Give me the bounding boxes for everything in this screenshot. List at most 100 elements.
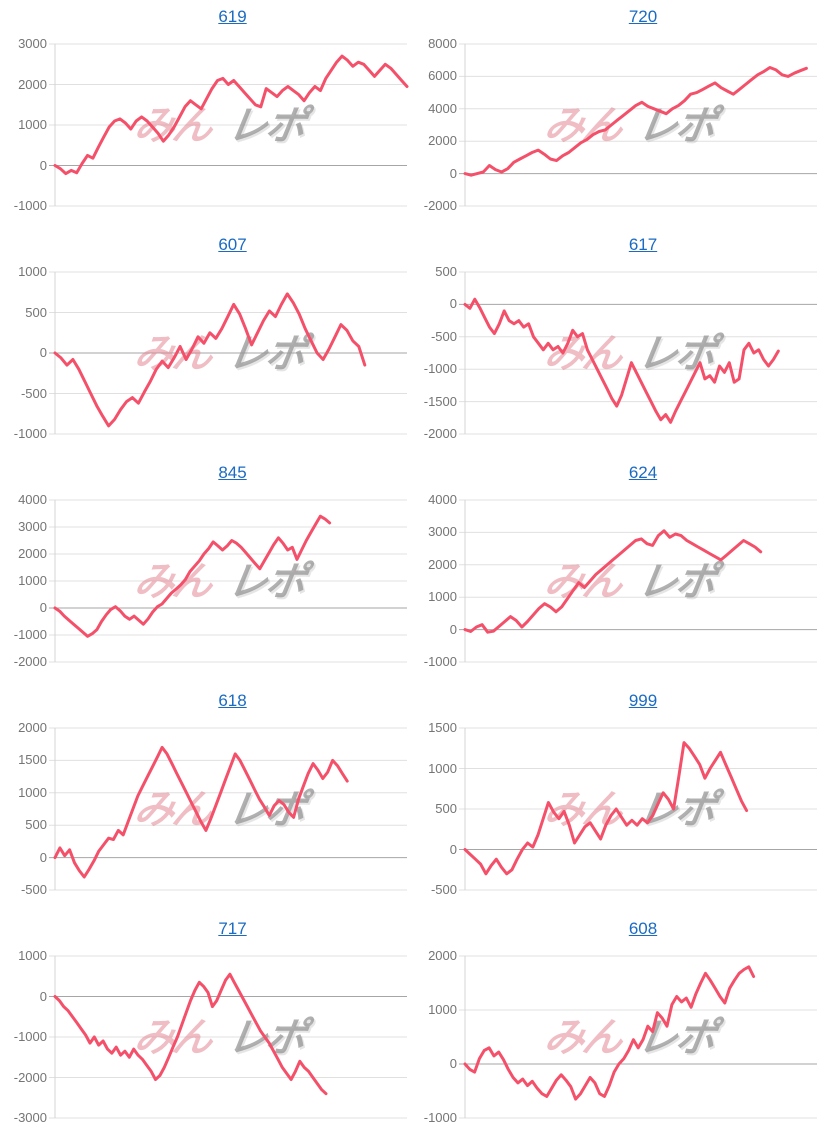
y-axis-tick-label: -2000 — [13, 1069, 47, 1085]
plot-row: 4000 3000 2000 1000 0 -1000 -2000 みん レポ — [0, 492, 410, 684]
y-axis-tick-label: 3000 — [428, 524, 457, 540]
y-axis-tick-label: -1000 — [423, 361, 457, 377]
line-chart-svg — [463, 529, 763, 634]
chart-title-link[interactable]: 617 — [628, 235, 658, 254]
chart-title-row: 608 — [465, 912, 821, 939]
y-axis-tick-label: 0 — [449, 165, 457, 181]
y-axis-tick-label: 8000 — [428, 36, 457, 51]
chart-title-row: 617 — [465, 228, 821, 255]
y-axis-tick-label: 2000 — [428, 556, 457, 572]
plot-row: 4000 3000 2000 1000 0 -1000 みん レポ — [410, 492, 821, 684]
plot-area: みん レポ — [49, 492, 407, 678]
chart-title-link[interactable]: 624 — [628, 463, 658, 482]
plot-row: 1000 0 -1000 -2000 -3000 みん レポ — [0, 948, 410, 1140]
y-axis-tick-label: 1000 — [18, 573, 47, 588]
chart-title-link[interactable]: 999 — [628, 691, 658, 710]
y-axis-tick-label: -2000 — [423, 198, 457, 213]
plot-area: みん レポ — [459, 36, 817, 222]
y-axis-tick-label: 1000 — [428, 589, 457, 605]
plot-area: みん レポ — [459, 720, 817, 906]
y-axis-tick-label: 500 — [25, 304, 47, 320]
chart-cell: 845 4000 3000 2000 1000 0 -1000 -2000 みん レポ — [0, 456, 410, 684]
y-axis-tick-label: -3000 — [13, 1110, 47, 1125]
plot-area: みん レポ — [49, 36, 409, 222]
plot-area: みん レポ — [459, 948, 817, 1134]
y-axis-tick-label: -500 — [430, 882, 457, 897]
y-axis-tick-label: 1000 — [428, 760, 457, 776]
chart-cell: 999 1500 1000 500 0 -500 みん レポ — [410, 684, 821, 912]
y-axis-tick-label: 2000 — [18, 76, 47, 92]
chart-title-row: 720 — [465, 0, 821, 27]
y-axis-tick-label: 6000 — [428, 68, 457, 84]
line-chart-svg — [463, 741, 749, 876]
line-chart-svg — [53, 745, 349, 879]
y-axis-labels: 500 0 -500 -1000 -1500 -2000 — [410, 264, 457, 456]
y-axis-tick-label: -500 — [20, 385, 47, 401]
gridlines-svg — [49, 727, 407, 891]
line-chart-svg — [463, 66, 808, 177]
chart-title-row: 618 — [55, 684, 410, 711]
y-axis-tick-label: 0 — [39, 600, 47, 615]
y-axis-tick-label: 1500 — [428, 720, 457, 735]
chart-title-link[interactable]: 720 — [628, 7, 658, 26]
chart-cell: 717 1000 0 -1000 -2000 -3000 みん レポ — [0, 912, 410, 1140]
gridlines-svg — [459, 955, 817, 1119]
chart-title-row: 717 — [55, 912, 410, 939]
chart-title-row: 619 — [55, 0, 410, 27]
y-axis-tick-label: -500 — [430, 328, 457, 344]
y-axis-tick-label: 0 — [449, 296, 457, 312]
y-axis-tick-label: -1000 — [423, 1110, 457, 1125]
gridlines-svg — [459, 499, 817, 663]
chart-title-link[interactable]: 607 — [218, 235, 247, 254]
y-axis-tick-label: 2000 — [18, 720, 47, 735]
line-chart-svg — [53, 514, 332, 638]
y-axis-tick-label: 500 — [435, 264, 457, 279]
chart-cell: 619 3000 2000 1000 0 -1000 みん レポ — [0, 0, 410, 228]
gridlines-svg — [459, 271, 817, 435]
y-axis-labels: 8000 6000 4000 2000 0 -2000 — [410, 36, 457, 228]
plot-row: 500 0 -500 -1000 -1500 -2000 みん レポ — [410, 264, 821, 456]
gridlines-svg — [49, 43, 407, 207]
y-axis-labels: 3000 2000 1000 0 -1000 — [0, 36, 47, 228]
plot-row: 1000 500 0 -500 -1000 みん レポ — [0, 264, 410, 456]
gridlines-svg — [49, 271, 407, 435]
y-axis-tick-label: -1000 — [13, 426, 47, 441]
line-chart-svg — [463, 965, 756, 1101]
y-axis-tick-label: 0 — [449, 841, 457, 857]
gridlines-svg — [459, 727, 817, 891]
y-axis-tick-label: 1000 — [18, 784, 47, 800]
y-axis-tick-label: 1000 — [428, 1002, 457, 1017]
y-axis-tick-label: 4000 — [18, 492, 47, 507]
plot-area: みん レポ — [49, 948, 407, 1134]
chart-title-link[interactable]: 608 — [628, 919, 658, 938]
y-axis-tick-label: 3000 — [18, 519, 47, 534]
y-axis-tick-label: 1500 — [18, 752, 47, 768]
y-axis-tick-label: 0 — [449, 621, 457, 637]
chart-cell: 624 4000 3000 2000 1000 0 -1000 みん レポ — [410, 456, 821, 684]
y-axis-tick-label: 4000 — [428, 100, 457, 116]
y-axis-labels: 4000 3000 2000 1000 0 -1000 — [410, 492, 457, 684]
plot-row: 2000 1000 0 -1000 みん レポ — [410, 948, 821, 1140]
plot-area: みん レポ — [459, 264, 817, 450]
y-axis-tick-label: 1000 — [18, 117, 47, 132]
line-chart-svg — [53, 54, 409, 176]
y-axis-tick-label: 0 — [39, 849, 47, 865]
chart-cell: 618 2000 1500 1000 500 0 -500 みん レポ — [0, 684, 410, 912]
chart-title-link[interactable]: 619 — [218, 7, 247, 26]
chart-title-row: 845 — [55, 456, 410, 483]
y-axis-labels: 2000 1500 1000 500 0 -500 — [0, 720, 47, 912]
chart-cell: 607 1000 500 0 -500 -1000 みん レポ — [0, 228, 410, 456]
y-axis-tick-label: 2000 — [428, 133, 457, 149]
y-axis-tick-label: -1000 — [423, 654, 457, 669]
chart-title-link[interactable]: 717 — [218, 919, 247, 938]
chart-title-link[interactable]: 845 — [218, 463, 247, 482]
chart-cell: 617 500 0 -500 -1000 -1500 -2000 みん レポ — [410, 228, 821, 456]
plot-row: 3000 2000 1000 0 -1000 みん レポ — [0, 36, 410, 228]
y-axis-tick-label: -2000 — [423, 426, 457, 441]
y-axis-tick-label: 3000 — [18, 36, 47, 51]
chart-title-row: 624 — [465, 456, 821, 483]
y-axis-tick-label: 0 — [39, 988, 47, 1004]
line-chart-svg — [53, 972, 328, 1096]
chart-title-link[interactable]: 618 — [218, 691, 247, 710]
y-axis-tick-label: 0 — [39, 345, 47, 360]
